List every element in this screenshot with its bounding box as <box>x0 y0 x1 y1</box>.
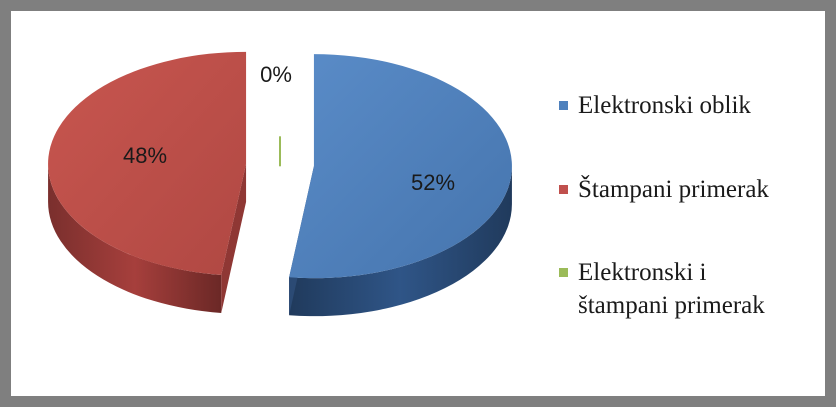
legend-label-2-1: štampani primerak <box>578 292 765 319</box>
data-label-2: 0% <box>260 62 292 87</box>
legend-swatch-1 <box>559 185 568 194</box>
legend-item-2: Elektronski i štampani primerak <box>559 259 765 319</box>
pie-slice-1 <box>48 51 247 313</box>
legend-item-0: Elektronski oblik <box>559 92 751 119</box>
legend-label-0-0: Elektronski oblik <box>578 92 751 119</box>
legend-swatch-2 <box>559 268 568 277</box>
data-label-0: 52% <box>411 170 455 195</box>
legend-label-1-0: Štampani primerak <box>578 174 769 203</box>
data-label-1: 48% <box>123 143 167 168</box>
pie-slice-0 <box>289 54 512 317</box>
legend-item-1: Štampani primerak <box>559 174 769 203</box>
legend-label-2-0: Elektronski i <box>578 259 707 286</box>
legend-swatch-0 <box>559 101 568 110</box>
